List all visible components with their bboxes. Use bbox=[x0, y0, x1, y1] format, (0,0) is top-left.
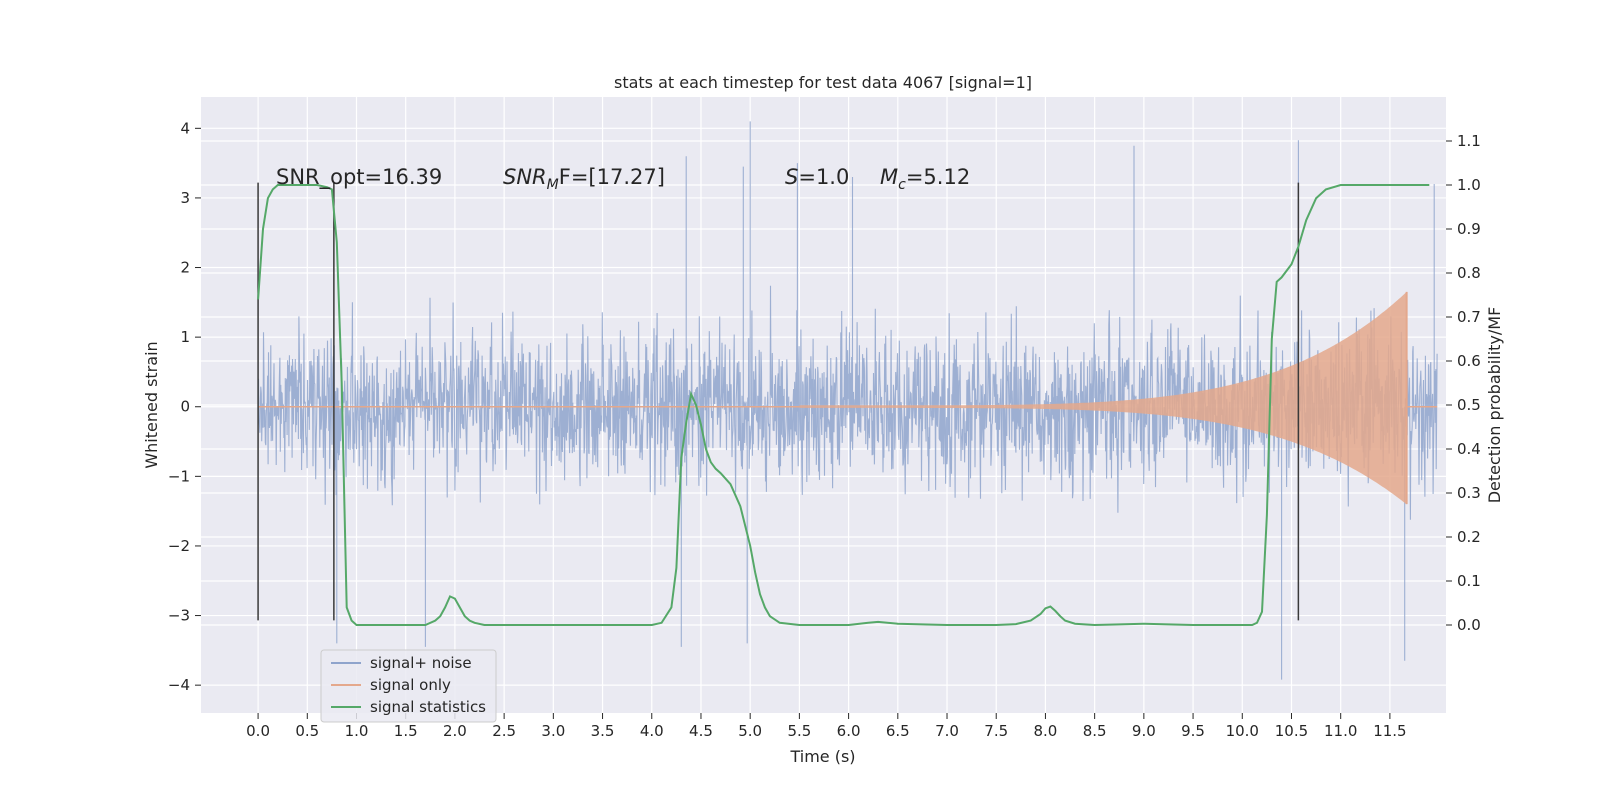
right-y-tick-label: 0.0 bbox=[1457, 616, 1481, 634]
x-axis-ticks: 0.0 0.5 1.0 1.5 2.0 2.5 3.0 3.5 4.0 4.5 5.0 5.5 6.0 6… bbox=[246, 713, 1407, 740]
right-y-tick-label: 1.1 bbox=[1457, 132, 1481, 150]
legend: signal+ noise signal only signal statist… bbox=[320, 649, 497, 723]
signal-statistics-line bbox=[257, 184, 1430, 627]
left-y-tick-label: −4 bbox=[168, 676, 190, 694]
x-tick-label: 8.0 bbox=[1034, 722, 1058, 740]
left-y-tick-label: 1 bbox=[180, 328, 190, 346]
annotation-mc: Mc=5.12 bbox=[880, 165, 970, 193]
annotation-snr-mf-base: SNR bbox=[503, 165, 547, 189]
x-tick-label: 4.5 bbox=[689, 722, 713, 740]
vertical-markers bbox=[257, 182, 1300, 621]
annotation-mc-rest: =5.12 bbox=[906, 165, 970, 189]
left-y-tick-label: 2 bbox=[180, 259, 190, 277]
x-tick-label: 0.5 bbox=[295, 722, 319, 740]
right-y-tick-label: 0.4 bbox=[1457, 440, 1481, 458]
x-tick-label: 6.0 bbox=[837, 722, 861, 740]
x-tick-label: 1.0 bbox=[345, 722, 369, 740]
x-tick-label: 10.0 bbox=[1226, 722, 1259, 740]
right-y-tick-label: 0.1 bbox=[1457, 572, 1481, 590]
annotation-s-base: S bbox=[785, 165, 798, 189]
left-y-axis-ticks: 4 3 2 1 0 −1 −2 −3 −4 bbox=[168, 119, 201, 694]
x-tick-label: 3.5 bbox=[591, 722, 615, 740]
x-tick-label: 11.0 bbox=[1324, 722, 1357, 740]
annotation-snr-opt: SNR_opt=16.39 bbox=[276, 165, 442, 190]
left-y-tick-label: 3 bbox=[180, 189, 190, 207]
right-y-axis-label: Detection probability/MF bbox=[1485, 307, 1504, 504]
right-y-tick-label: 0.9 bbox=[1457, 220, 1481, 238]
x-tick-label: 3.0 bbox=[541, 722, 565, 740]
annotation-snr-mf-sub: M bbox=[547, 177, 559, 193]
left-y-tick-label: −3 bbox=[168, 607, 190, 625]
x-tick-label: 10.5 bbox=[1275, 722, 1308, 740]
x-tick-label: 5.0 bbox=[738, 722, 762, 740]
x-tick-label: 6.5 bbox=[886, 722, 910, 740]
left-y-tick-label: −1 bbox=[168, 467, 190, 485]
x-tick-label: 9.5 bbox=[1181, 722, 1205, 740]
x-tick-label: 11.5 bbox=[1373, 722, 1406, 740]
right-y-tick-label: 0.2 bbox=[1457, 528, 1481, 546]
legend-box bbox=[320, 649, 497, 723]
annotation-s-rest: =1.0 bbox=[798, 165, 849, 189]
signal-noise-series bbox=[257, 121, 1438, 680]
left-y-axis-label: Whitened strain bbox=[142, 341, 161, 468]
signal-only-series bbox=[258, 291, 1438, 505]
right-y-axis-ticks: 1.1 1.0 0.9 0.8 0.7 0.6 0.5 0.4 0.3 0.2 0.1 0.0 bbox=[1446, 132, 1481, 634]
chart-title: stats at each timestep for test data 406… bbox=[614, 73, 1032, 92]
x-tick-label: 5.5 bbox=[787, 722, 811, 740]
annotation-snr-mf-rest: F=[17.27] bbox=[559, 165, 665, 189]
x-axis-label: Time (s) bbox=[789, 747, 855, 766]
right-y-tick-label: 0.3 bbox=[1457, 484, 1481, 502]
x-tick-label: 1.5 bbox=[394, 722, 418, 740]
x-tick-label: 8.5 bbox=[1083, 722, 1107, 740]
annotation-snr-mf: SNRMF=[17.27] bbox=[503, 165, 665, 193]
x-tick-label: 2.0 bbox=[443, 722, 467, 740]
left-y-tick-label: 0 bbox=[180, 398, 190, 416]
right-y-tick-label: 0.7 bbox=[1457, 308, 1481, 326]
legend-label-signal: signal only bbox=[370, 676, 451, 694]
left-y-tick-label: 4 bbox=[180, 119, 190, 137]
signal-statistics-series bbox=[257, 184, 1430, 627]
x-tick-label: 7.5 bbox=[984, 722, 1008, 740]
annotation-mc-base: M bbox=[880, 165, 898, 189]
signal-noise-line bbox=[257, 121, 1438, 680]
left-y-tick-label: −2 bbox=[168, 537, 190, 555]
annotation-s: S=1.0 bbox=[785, 165, 849, 189]
x-tick-label: 2.5 bbox=[492, 722, 516, 740]
x-tick-label: 7.0 bbox=[935, 722, 959, 740]
right-y-tick-label: 0.8 bbox=[1457, 264, 1481, 282]
right-y-tick-label: 1.0 bbox=[1457, 176, 1481, 194]
x-tick-label: 9.0 bbox=[1132, 722, 1156, 740]
legend-label-stats: signal statistics bbox=[370, 698, 486, 716]
annotation-mc-sub: c bbox=[898, 177, 906, 193]
legend-label-noise: signal+ noise bbox=[370, 654, 472, 672]
x-tick-label: 0.0 bbox=[246, 722, 270, 740]
x-tick-label: 4.0 bbox=[640, 722, 664, 740]
right-y-tick-label: 0.5 bbox=[1457, 396, 1481, 414]
right-y-tick-label: 0.6 bbox=[1457, 352, 1481, 370]
signal-only-band bbox=[799, 291, 1407, 505]
